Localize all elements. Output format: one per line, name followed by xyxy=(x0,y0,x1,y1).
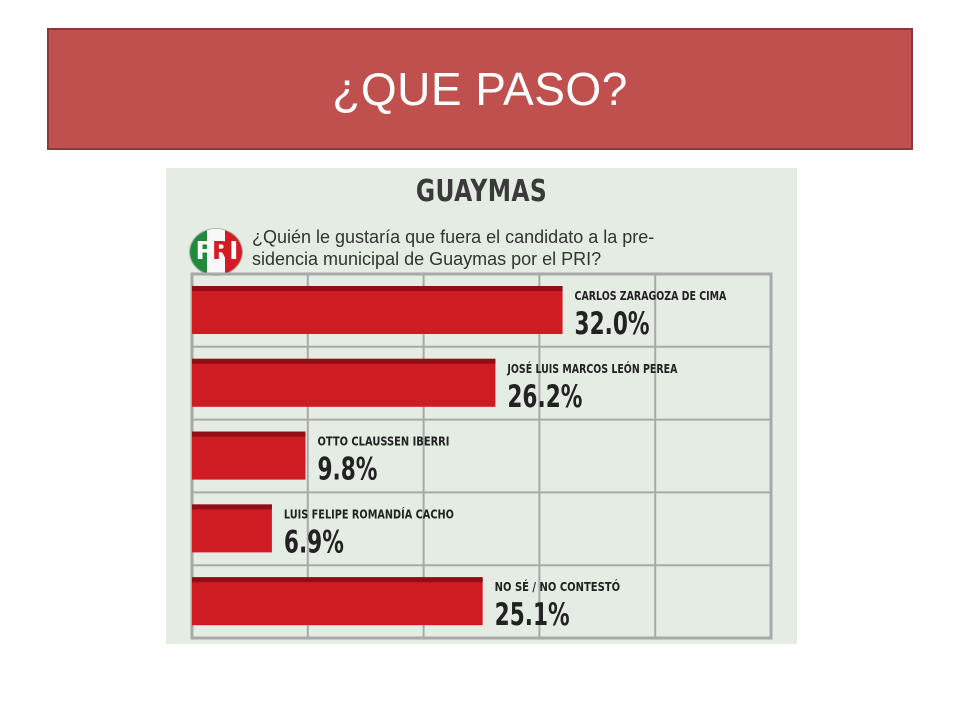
bar xyxy=(192,431,306,480)
bar-category-label: LUIS FELIPE ROMANDÍA CACHO xyxy=(284,506,454,521)
slide-title-bar: ¿QUE PASO? xyxy=(47,28,913,150)
pri-logo-text: PRI xyxy=(195,236,239,265)
figure-heading: GUAYMAS xyxy=(415,174,548,209)
bar xyxy=(192,358,496,407)
bar-category-label: OTTO CLAUSSEN IBERRI xyxy=(317,435,449,449)
bar-chart: CARLOS ZARAGOZA DE CIMA 32.0% JOSÉ LUIS MA… xyxy=(190,272,773,640)
bar-top-edge xyxy=(192,358,496,364)
bar xyxy=(192,286,563,334)
bar-category-label: NO SÉ / NO CONTESTÓ xyxy=(495,579,620,594)
bar-value-label: 6.9% xyxy=(284,524,344,560)
bar-value-label: 25.1% xyxy=(495,597,570,633)
question-line-1: ¿Quién le gustaría que fuera el candidat… xyxy=(252,227,655,247)
bar xyxy=(192,504,272,553)
bar-value-label: 26.2% xyxy=(507,379,582,415)
bar-top-edge xyxy=(192,286,563,291)
bar-value-label: 9.8% xyxy=(317,452,377,488)
poll-question: ¿Quién le gustaría que fuera el candidat… xyxy=(252,226,655,270)
bar-top-edge xyxy=(192,431,306,437)
bar xyxy=(192,577,483,626)
bar-top-edge xyxy=(192,577,483,583)
pri-logo: PRI xyxy=(189,228,243,276)
bar-category-label: CARLOS ZARAGOZA DE CIMA xyxy=(575,289,727,303)
poll-figure: GUAYMAS PRI ¿Quién le gustaría que fuera… xyxy=(166,168,797,644)
question-line-2: sidencia municipal de Guaymas por el PRI… xyxy=(252,249,602,269)
bar-top-edge xyxy=(192,504,272,510)
bar-category-label: JOSÉ LUIS MARCOS LEÓN PEREA xyxy=(507,361,678,376)
bar-value-label: 32.0% xyxy=(575,306,650,342)
slide-title: ¿QUE PASO? xyxy=(332,63,628,115)
